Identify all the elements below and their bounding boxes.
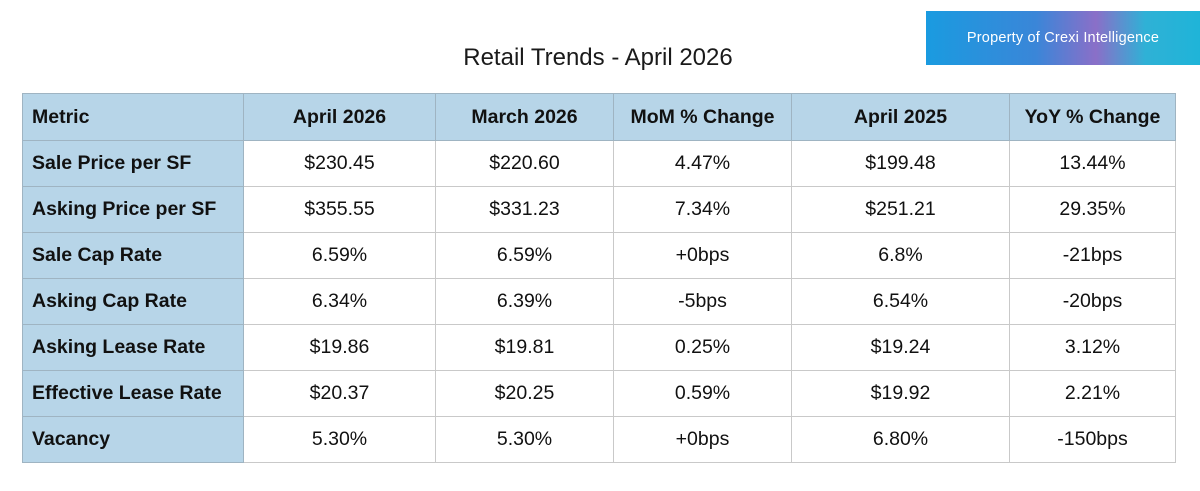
table-cell: $20.25 [435, 370, 614, 417]
table-cell: $19.92 [791, 370, 1010, 417]
retail-trends-table: Metric April 2026 March 2026 MoM % Chang… [22, 93, 1176, 463]
table-cell: 4.47% [613, 140, 792, 187]
metric-label: Vacancy [22, 416, 244, 463]
table-row: Vacancy 5.30% 5.30% +0bps 6.80% -150bps [22, 416, 1176, 463]
column-header: March 2026 [435, 93, 614, 141]
column-header: MoM % Change [613, 93, 792, 141]
table-cell: $220.60 [435, 140, 614, 187]
column-header: April 2025 [791, 93, 1010, 141]
table-cell: 7.34% [613, 186, 792, 233]
table-cell: $19.81 [435, 324, 614, 371]
table-row: Asking Price per SF $355.55 $331.23 7.34… [22, 186, 1176, 233]
page-title: Retail Trends - April 2026 [463, 44, 733, 71]
table-cell: -21bps [1009, 232, 1176, 279]
column-header: Metric [22, 93, 244, 141]
table-cell: 0.59% [613, 370, 792, 417]
metric-label: Effective Lease Rate [22, 370, 244, 417]
metric-label: Sale Price per SF [22, 140, 244, 187]
table-row: Effective Lease Rate $20.37 $20.25 0.59%… [22, 370, 1176, 417]
table-cell: -150bps [1009, 416, 1176, 463]
table-row: Sale Cap Rate 6.59% 6.59% +0bps 6.8% -21… [22, 232, 1176, 279]
table-cell: +0bps [613, 416, 792, 463]
table-cell: 6.8% [791, 232, 1010, 279]
table-header-row: Metric April 2026 March 2026 MoM % Chang… [22, 93, 1176, 141]
metric-label: Sale Cap Rate [22, 232, 244, 279]
table-cell: 13.44% [1009, 140, 1176, 187]
table-cell: 5.30% [243, 416, 436, 463]
table-cell: 29.35% [1009, 186, 1176, 233]
table-cell: $19.86 [243, 324, 436, 371]
table-cell: $251.21 [791, 186, 1010, 233]
metric-label: Asking Lease Rate [22, 324, 244, 371]
table-cell: 6.54% [791, 278, 1010, 325]
column-header: YoY % Change [1009, 93, 1176, 141]
table-cell: 6.59% [435, 232, 614, 279]
watermark-badge: Property of Crexi Intelligence [926, 11, 1200, 65]
table-cell: 5.30% [435, 416, 614, 463]
table-cell: $355.55 [243, 186, 436, 233]
table-cell: 6.34% [243, 278, 436, 325]
metric-label: Asking Cap Rate [22, 278, 244, 325]
table-cell: +0bps [613, 232, 792, 279]
table-row: Asking Lease Rate $19.86 $19.81 0.25% $1… [22, 324, 1176, 371]
table-cell: -5bps [613, 278, 792, 325]
column-header: April 2026 [243, 93, 436, 141]
table-cell: 0.25% [613, 324, 792, 371]
table-cell: -20bps [1009, 278, 1176, 325]
table-cell: $20.37 [243, 370, 436, 417]
table-cell: 2.21% [1009, 370, 1176, 417]
table-cell: $199.48 [791, 140, 1010, 187]
table-cell: 6.59% [243, 232, 436, 279]
metric-label: Asking Price per SF [22, 186, 244, 233]
table-cell: 6.80% [791, 416, 1010, 463]
table-cell: $331.23 [435, 186, 614, 233]
table-cell: 6.39% [435, 278, 614, 325]
table-row: Sale Price per SF $230.45 $220.60 4.47% … [22, 140, 1176, 187]
table-cell: $19.24 [791, 324, 1010, 371]
table-cell: 3.12% [1009, 324, 1176, 371]
table-row: Asking Cap Rate 6.34% 6.39% -5bps 6.54% … [22, 278, 1176, 325]
table-cell: $230.45 [243, 140, 436, 187]
